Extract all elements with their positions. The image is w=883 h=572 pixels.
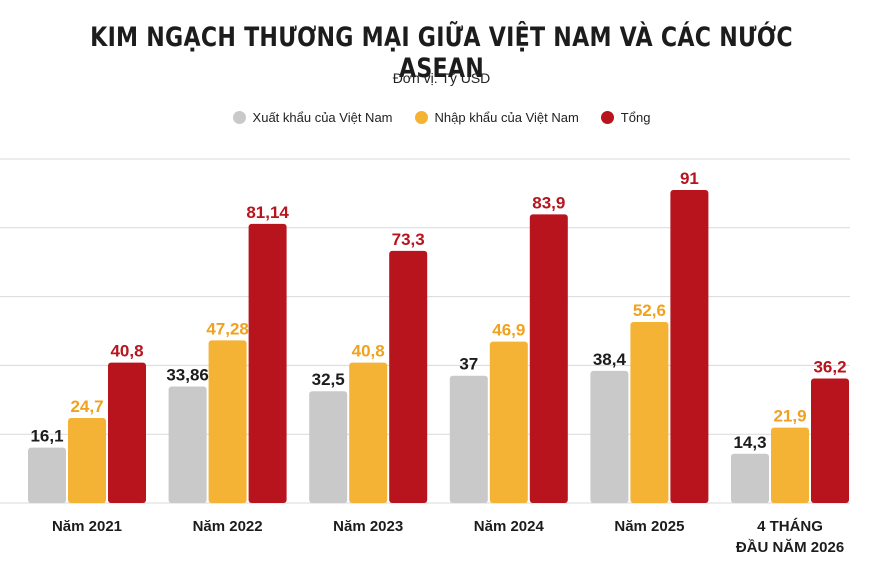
chart-subtitle: Đơn vị: Tỷ USD (392, 70, 491, 86)
data-label-export: 33,86 (166, 366, 209, 385)
data-label-export: 38,4 (593, 350, 627, 369)
legend-label-total: Tổng (620, 110, 651, 125)
bar-export (168, 386, 207, 503)
x-tick-label: Năm 2021 (52, 518, 122, 535)
bar-export (309, 391, 348, 503)
bar-total (811, 378, 849, 503)
x-tick-label: Năm 2024 (474, 518, 545, 535)
data-label-total: 40,8 (110, 342, 143, 361)
legend-swatch-import (414, 111, 428, 124)
bar-import (771, 427, 809, 503)
bar-import (349, 362, 388, 503)
data-label-import: 21,9 (773, 407, 806, 426)
data-label-export: 37 (459, 355, 478, 374)
legend-item-export: Xuất khẩu của Việt Nam (232, 110, 393, 125)
legend-item-import: Nhập khẩu của Việt Nam (414, 110, 579, 125)
x-tick-label: Năm 2023 (333, 518, 403, 535)
data-label-export: 32,5 (312, 370, 345, 389)
bar-export (731, 453, 769, 503)
bar-export (590, 370, 629, 503)
data-label-total: 73,3 (392, 230, 425, 249)
data-label-total: 83,9 (532, 193, 565, 212)
bar-export (28, 447, 66, 503)
data-label-import: 52,6 (633, 301, 666, 320)
legend-label-export: Xuất khẩu của Việt Nam (252, 110, 393, 125)
data-label-export: 16,1 (30, 427, 63, 446)
bar-export (449, 375, 488, 503)
data-label-import: 47,28 (206, 319, 249, 338)
legend-label-import: Nhập khẩu của Việt Nam (434, 110, 579, 125)
bar-total (670, 189, 709, 503)
bar-total (529, 214, 568, 503)
bar-import (630, 322, 669, 503)
legend-swatch-export (232, 111, 246, 124)
x-tick-label: Năm 2022 (193, 518, 263, 535)
data-label-export: 14,3 (733, 433, 766, 452)
x-tick-label: ĐẦU NĂM 2026 (736, 539, 844, 556)
x-tick-label: Năm 2025 (614, 518, 684, 535)
legend-item-total: Tổng (600, 110, 651, 125)
x-tick-label: 4 THÁNG (757, 518, 823, 535)
data-label-total: 81,14 (246, 203, 289, 222)
bar-total (248, 223, 287, 503)
chart-title: KIM NGẠCH THƯƠNG MẠI GIỮA VIỆT NAM VÀ CÁ… (90, 22, 793, 84)
data-label-import: 46,9 (492, 321, 525, 340)
bar-import (489, 341, 528, 503)
bar-import (208, 340, 247, 503)
legend-swatch-total (600, 111, 614, 124)
legend: Xuất khẩu của Việt Nam Nhập khẩu của Việ… (0, 110, 883, 125)
data-label-total: 91 (680, 169, 699, 188)
data-label-import: 24,7 (70, 397, 103, 416)
data-label-import: 40,8 (352, 342, 385, 361)
bar-total (389, 250, 428, 503)
bar-total (108, 362, 146, 503)
data-label-total: 36,2 (813, 357, 846, 376)
bar-import (68, 418, 106, 503)
